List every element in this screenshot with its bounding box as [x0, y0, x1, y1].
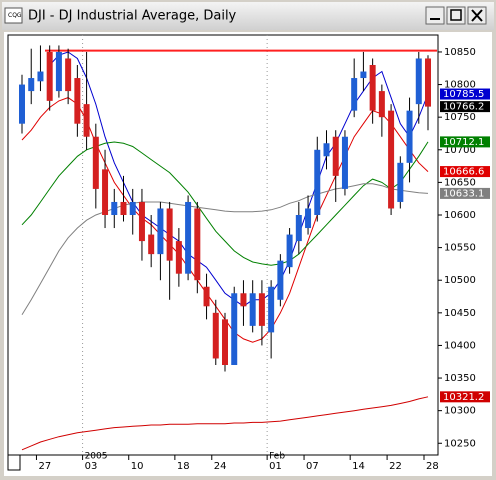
candle-body — [55, 51, 62, 92]
candle-body — [268, 286, 275, 333]
last-value-box — [440, 101, 490, 113]
last-value-label: 10666.6 — [443, 167, 484, 178]
corner-box — [7, 454, 21, 471]
candle-body — [332, 136, 339, 176]
ma-line — [21, 183, 429, 316]
x-tick-label: 01 — [269, 461, 282, 472]
candle-body — [360, 71, 367, 79]
candle-body — [102, 169, 109, 215]
candle-body — [129, 201, 136, 215]
candle-body — [277, 260, 284, 300]
last-value-box — [440, 166, 490, 178]
candle-body — [37, 71, 44, 82]
candle-body — [203, 286, 210, 307]
window-icon — [4, 7, 23, 24]
candle-body — [120, 201, 127, 215]
candle-body — [148, 234, 155, 255]
candle-body — [425, 58, 431, 107]
candle-body — [222, 319, 228, 365]
last-value-label: 10321.2 — [443, 392, 484, 403]
candle-body — [28, 78, 35, 92]
y-tick-label: 10250 — [444, 438, 476, 449]
ma-line — [21, 141, 429, 266]
candle-body — [388, 110, 395, 209]
candle-body — [19, 84, 25, 124]
candle-body — [249, 293, 256, 326]
y-tick-label: 10800 — [444, 80, 476, 91]
ma-line — [21, 396, 429, 451]
candle-body — [258, 293, 265, 326]
y-tick-label: 10450 — [444, 308, 476, 319]
candle-body — [83, 104, 90, 137]
x-tick-label: 22 — [389, 461, 402, 472]
y-tick-label: 10600 — [444, 210, 476, 221]
last-value-box — [440, 136, 490, 148]
title-bar — [2, 2, 494, 30]
y-tick-label: 10300 — [444, 406, 476, 417]
last-value-box — [440, 187, 490, 199]
candle-body — [378, 91, 385, 118]
candle-body — [314, 149, 321, 215]
candle-body — [157, 208, 164, 255]
candle-body — [369, 65, 376, 111]
last-value-label: 10712.1 — [443, 137, 484, 148]
candle-body — [65, 58, 72, 92]
candle-body — [46, 51, 53, 101]
y-tick-label: 10700 — [444, 145, 476, 156]
y-tick-label: 10850 — [444, 47, 476, 58]
last-value-label: 10766.2 — [443, 102, 484, 113]
x-tick-label: 14 — [352, 461, 365, 472]
last-value-box — [440, 88, 490, 100]
x-group-label: Feb — [269, 452, 285, 462]
x-group-label: 2005 — [85, 452, 108, 462]
last-value-label: 10633.1 — [443, 188, 484, 199]
candle-body — [185, 201, 192, 274]
candle-body — [305, 208, 312, 229]
y-tick-label: 10750 — [444, 112, 476, 123]
candle-body — [212, 312, 219, 359]
candle-body — [397, 162, 404, 202]
icon-glyph: CQG — [8, 12, 22, 19]
maximize-glyph — [450, 9, 462, 21]
x-tick-label: 24 — [214, 461, 227, 472]
y-tick-label: 10550 — [444, 243, 476, 254]
candle-body — [240, 293, 247, 307]
last-value-label: 10785.5 — [443, 89, 484, 100]
candle-body — [74, 78, 81, 124]
candle-body — [323, 143, 330, 157]
window-buttons[interactable] — [425, 6, 487, 25]
candle-body — [341, 136, 348, 189]
minimize-button[interactable] — [425, 6, 445, 25]
x-tick-label: 27 — [38, 461, 51, 472]
chart-title: DJI - DJ Industrial Average, Daily — [28, 9, 237, 24]
candle-body — [194, 208, 201, 281]
last-value-box — [440, 391, 490, 403]
ma-line — [49, 51, 429, 307]
x-tick-label: 28 — [426, 461, 439, 472]
y-tick-label: 10350 — [444, 373, 476, 384]
candle-body — [286, 234, 293, 268]
x-tick-label: 07 — [306, 461, 319, 472]
x-tick-label: 03 — [85, 461, 98, 472]
candle-body — [231, 293, 238, 365]
close-glyph — [471, 9, 483, 22]
candle-body — [138, 201, 145, 242]
candle-body — [175, 241, 182, 274]
x-tick-label: 18 — [177, 461, 190, 472]
x-tick-label: 10 — [131, 461, 144, 472]
candle-body — [351, 78, 358, 111]
y-tick-label: 10500 — [444, 275, 476, 286]
y-tick-label: 10400 — [444, 340, 476, 351]
candle-body — [166, 208, 173, 261]
candle-body — [92, 136, 99, 189]
candle-body — [295, 215, 302, 242]
candle-body — [406, 110, 413, 163]
candle-body — [111, 201, 118, 215]
y-tick-label: 10650 — [444, 177, 476, 188]
candle-body — [415, 58, 422, 105]
